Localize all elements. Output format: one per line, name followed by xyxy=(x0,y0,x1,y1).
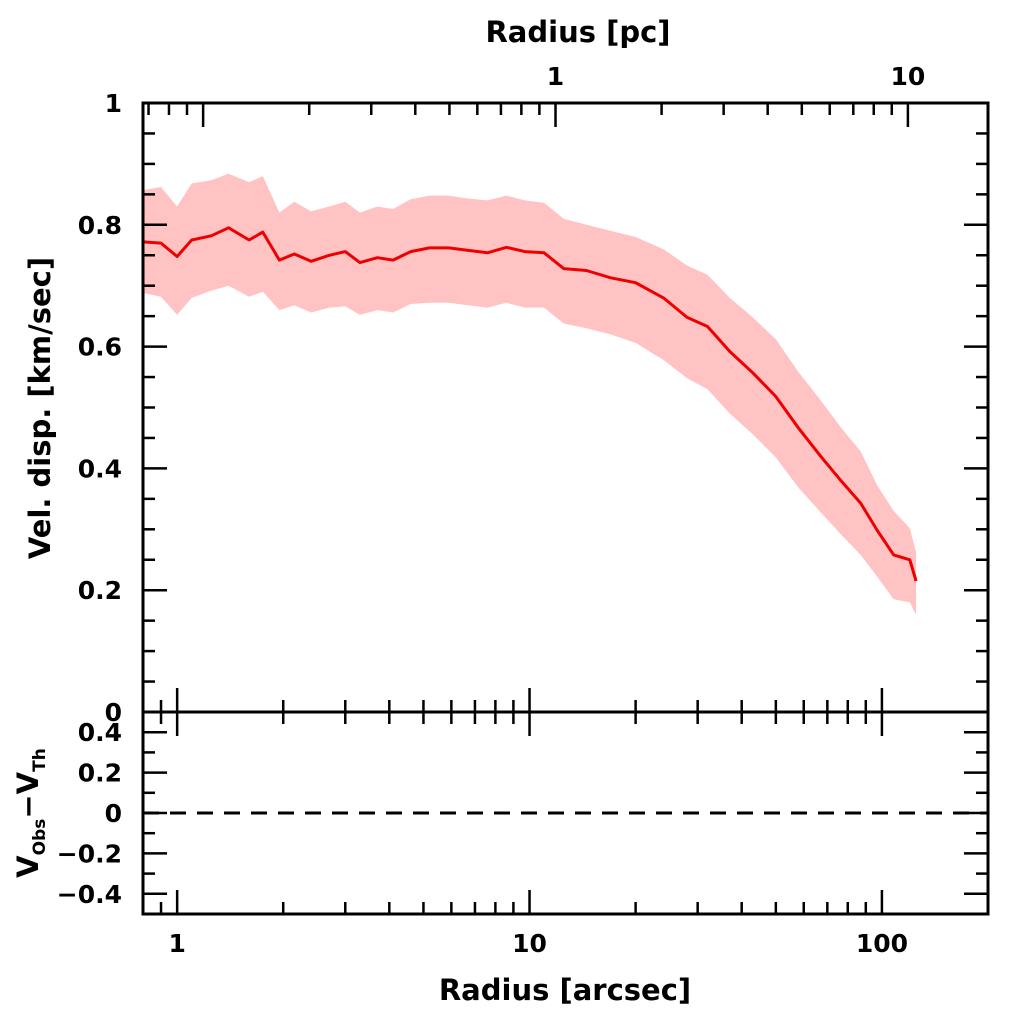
y-tick-label-main: 0.8 xyxy=(78,211,122,240)
x-tick-label-top: 10 xyxy=(891,62,926,91)
y-tick-label-resid: 0.2 xyxy=(78,759,122,788)
x-tick-label-bottom: 1 xyxy=(168,929,185,958)
dispersion-uncertainty-band xyxy=(143,174,916,615)
bottom-x-axis-label: Radius [arcsec] xyxy=(439,973,691,1007)
residual-y-axis-label: VObs−VTh xyxy=(11,748,50,878)
x-tick-label-bottom: 10 xyxy=(512,929,547,958)
residual-y-label-sub-th: Th xyxy=(30,748,50,772)
x-tick-label-top: 1 xyxy=(547,62,564,91)
residual-y-label-minus-v: −V xyxy=(11,771,45,818)
y-tick-label-resid: −0.2 xyxy=(57,839,122,868)
main-panel-band-layer xyxy=(143,174,916,615)
residual-panel-frame xyxy=(143,712,988,914)
residual-y-label-v: V xyxy=(11,855,45,878)
residual-y-label-sub-obs: Obs xyxy=(30,819,50,856)
x-tick-label-bottom: 100 xyxy=(856,929,908,958)
top-x-axis-label: Radius [pc] xyxy=(485,15,670,49)
y-tick-label-main: 0.6 xyxy=(78,333,122,362)
y-tick-label-resid: −0.4 xyxy=(57,880,122,909)
y-tick-label-resid: 0 xyxy=(105,799,122,828)
y-tick-label-main: 1 xyxy=(105,89,122,118)
y-tick-label-main: 0.2 xyxy=(78,576,122,605)
y-tick-label-resid: 0.4 xyxy=(78,718,122,747)
y-tick-label-main: 0.4 xyxy=(78,454,122,483)
main-y-axis-label: Vel. disp. [km/sec] xyxy=(23,257,57,559)
